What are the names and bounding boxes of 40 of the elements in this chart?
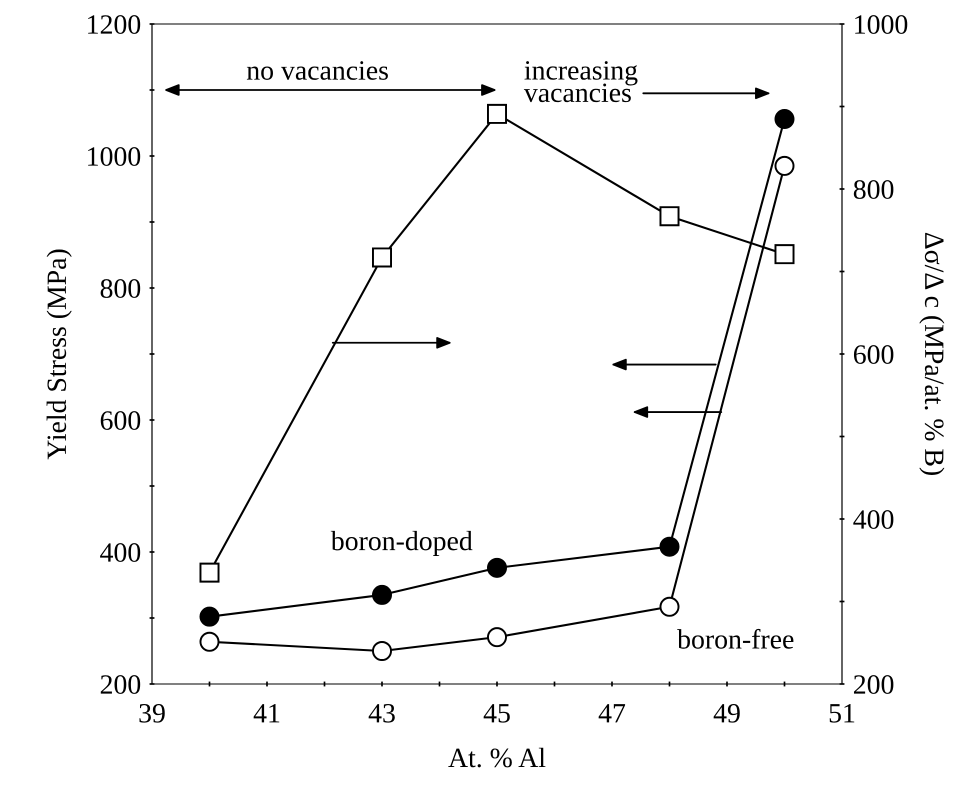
point <box>372 247 392 268</box>
y-tick-label: 400 <box>100 543 140 562</box>
point <box>659 206 680 226</box>
x-tick-label: 47 <box>598 704 626 722</box>
series-label: boron-free <box>677 628 794 649</box>
point <box>372 640 392 662</box>
x-tick-label: 51 <box>830 704 854 723</box>
y2-tick-label: 600 <box>854 345 894 364</box>
x-tick-label: 43 <box>368 704 395 723</box>
y-axis-title: Yield Stress (MPa) <box>46 250 72 460</box>
point <box>659 596 680 617</box>
point <box>372 584 392 605</box>
x-tick-label: 45 <box>484 704 510 723</box>
y-tick-label: 200 <box>100 675 140 694</box>
y-tick-label: 800 <box>100 279 140 298</box>
y2-tick-label: 400 <box>853 510 894 529</box>
point <box>199 562 220 583</box>
point <box>199 606 220 627</box>
annotation: increasing vacancies <box>524 61 638 102</box>
y2-axis-title: Δσ/Δ c (MPa/at. % B) <box>919 232 944 475</box>
y2-tick-label: 1000 <box>855 15 908 34</box>
y-tick-label: 600 <box>100 411 140 430</box>
point <box>199 632 220 652</box>
point <box>774 244 795 264</box>
y2-tick-label: 800 <box>854 180 894 199</box>
point <box>774 109 795 130</box>
point <box>486 104 508 124</box>
x-axis-title: At. % Al <box>448 748 546 768</box>
series-label: boron-doped <box>330 530 472 556</box>
point <box>486 627 508 648</box>
y2-tick-label: 200 <box>854 675 894 694</box>
point <box>774 156 795 176</box>
x-tick-label: 41 <box>254 704 280 722</box>
x-tick-label: 39 <box>139 704 165 723</box>
y-tick-label: 1000 <box>88 147 140 166</box>
x-tick-label: 49 <box>714 704 740 723</box>
point <box>659 536 680 557</box>
y-tick-label: 1200 <box>88 15 140 34</box>
point <box>486 558 508 578</box>
annotation: no vacancies <box>246 61 388 80</box>
